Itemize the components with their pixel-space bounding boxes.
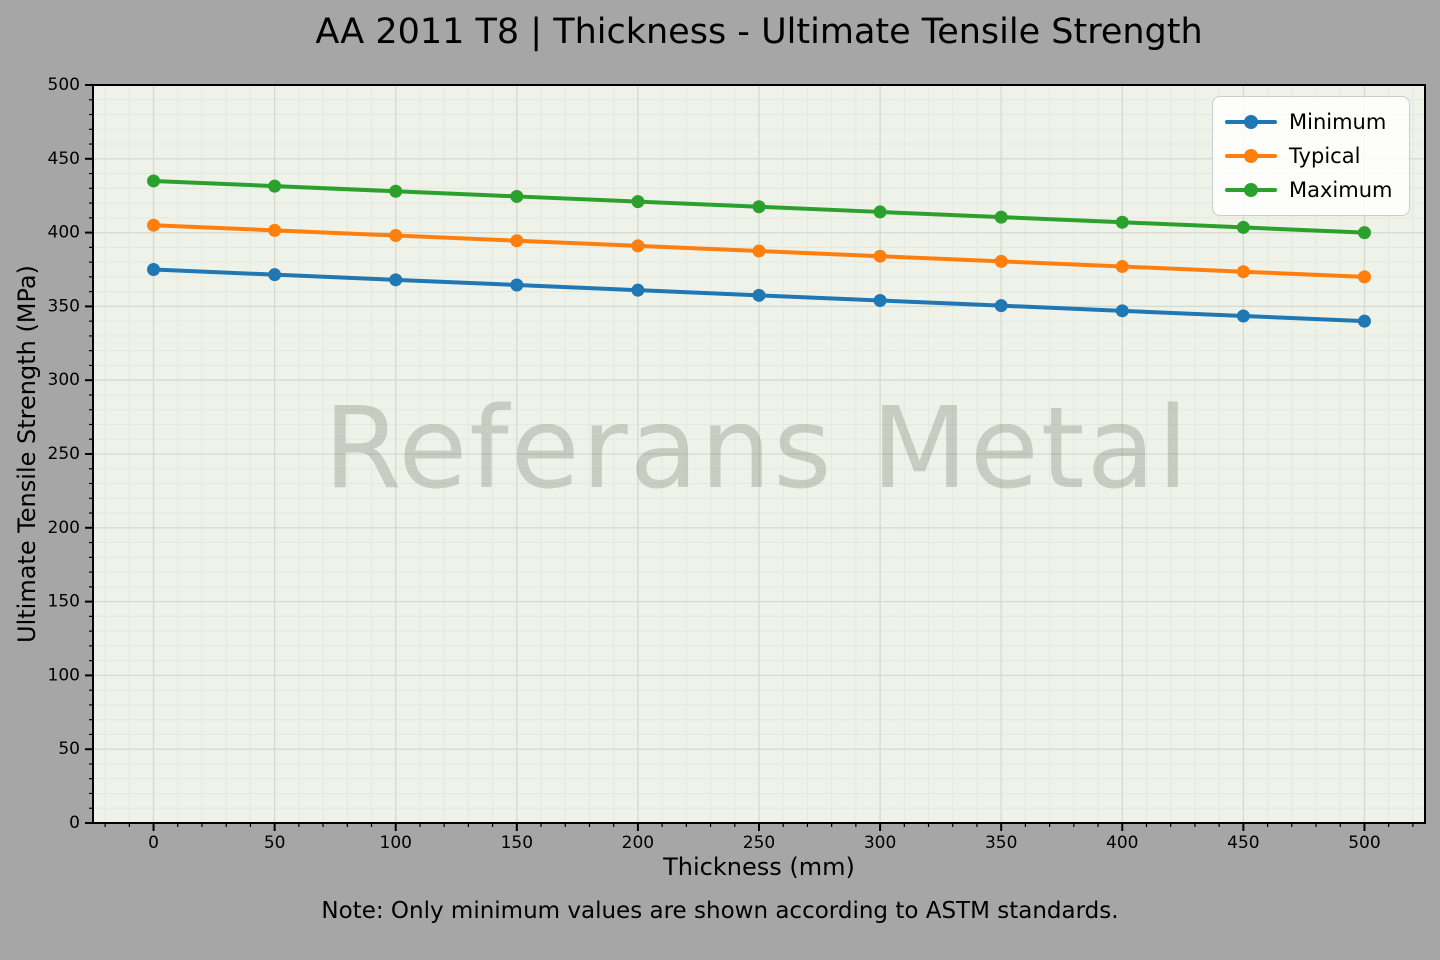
- data-point-maximum: [994, 210, 1008, 224]
- data-point-minimum: [994, 299, 1008, 313]
- footnote: Note: Only minimum values are shown acco…: [321, 898, 1119, 924]
- y-tick-label: 150: [48, 592, 80, 612]
- data-point-maximum: [631, 195, 645, 209]
- y-tick-label: 100: [48, 665, 80, 685]
- data-point-typical: [510, 234, 524, 248]
- data-point-maximum: [147, 174, 161, 188]
- data-point-typical: [994, 254, 1008, 268]
- data-point-minimum: [631, 283, 645, 297]
- x-tick-label: 50: [264, 833, 286, 853]
- y-tick-label: 450: [48, 149, 80, 169]
- x-tick-label: 250: [743, 833, 775, 853]
- data-point-maximum: [1115, 215, 1129, 229]
- data-point-maximum: [389, 184, 403, 198]
- data-point-maximum: [1236, 220, 1250, 234]
- data-point-maximum: [268, 179, 282, 193]
- y-tick-label: 300: [48, 370, 80, 390]
- legend: Minimum Typical Maximum: [1212, 96, 1410, 216]
- x-tick-label: 100: [380, 833, 412, 853]
- y-tick-label: 350: [48, 296, 80, 316]
- data-point-typical: [147, 218, 161, 232]
- data-point-minimum: [873, 293, 887, 307]
- y-tick-label: 500: [48, 75, 80, 95]
- legend-swatch-maximum-icon: [1225, 183, 1277, 197]
- data-point-maximum: [873, 205, 887, 219]
- data-point-typical: [1357, 270, 1371, 284]
- data-point-minimum: [389, 273, 403, 287]
- data-point-typical: [873, 249, 887, 263]
- axes-group: 0 50 100 150 200 250 300 350 400 450 500 0 50 100 150 2…: [48, 75, 1426, 853]
- data-point-maximum: [510, 189, 524, 203]
- y-tick-label: 200: [48, 518, 80, 538]
- data-point-minimum: [510, 278, 524, 292]
- data-point-minimum: [752, 288, 766, 302]
- x-tick-label: 500: [1348, 833, 1380, 853]
- legend-swatch-minimum-icon: [1225, 115, 1277, 129]
- x-tick-label: 400: [1106, 833, 1138, 853]
- x-tick-label: 200: [622, 833, 654, 853]
- y-tick-label: 0: [69, 813, 80, 833]
- legend-item-typical: Typical: [1225, 139, 1397, 173]
- y-axis-label: Ultimate Tensile Strength (MPa): [13, 265, 41, 643]
- legend-label-minimum: Minimum: [1289, 110, 1387, 134]
- chart-title: AA 2011 T8 | Thickness - Ultimate Tensil…: [315, 12, 1203, 52]
- legend-item-minimum: Minimum: [1225, 105, 1397, 139]
- y-tick-label: 50: [58, 739, 80, 759]
- data-point-minimum: [147, 263, 161, 276]
- data-point-typical: [1236, 265, 1250, 279]
- x-tick-label: 150: [501, 833, 533, 853]
- x-tick-label: 300: [864, 833, 896, 853]
- watermark: Referans Metal: [324, 384, 1191, 514]
- legend-item-maximum: Maximum: [1225, 173, 1397, 207]
- data-point-maximum: [1357, 226, 1371, 240]
- data-point-maximum: [752, 200, 766, 214]
- legend-swatch-typical-icon: [1225, 149, 1277, 163]
- x-tick-label: 350: [985, 833, 1017, 853]
- data-point-typical: [752, 244, 766, 258]
- data-point-typical: [389, 229, 403, 243]
- x-axis-label: Thickness (mm): [663, 853, 855, 881]
- x-tick-label: 0: [148, 833, 159, 853]
- data-point-minimum: [1115, 304, 1129, 318]
- y-tick-label: 400: [48, 223, 80, 243]
- data-point-minimum: [268, 268, 282, 282]
- data-point-minimum: [1357, 314, 1371, 328]
- data-point-typical: [268, 223, 282, 237]
- x-tick-label: 450: [1227, 833, 1259, 853]
- data-point-typical: [631, 239, 645, 253]
- series-group: [147, 174, 1371, 328]
- y-tick-label: 250: [48, 444, 80, 464]
- legend-label-maximum: Maximum: [1289, 178, 1393, 202]
- data-point-typical: [1115, 260, 1129, 274]
- data-point-minimum: [1236, 309, 1250, 323]
- legend-label-typical: Typical: [1289, 144, 1361, 168]
